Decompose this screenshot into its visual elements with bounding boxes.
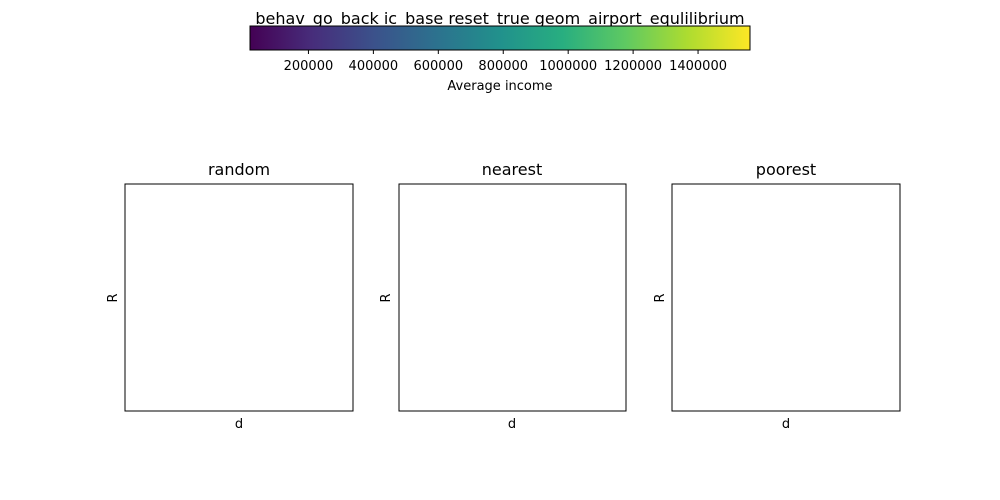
panel-title: nearest xyxy=(482,160,542,179)
colorbar-ticks: 200000 400000 600000 800000 1000000 1200000 14… xyxy=(284,50,727,74)
colorbar: 200000 400000 600000 800000 1000000 1200000 14… xyxy=(249,25,751,94)
x-axis-label: d xyxy=(235,417,243,432)
figure-title: behav_go_back ic_base reset_true geom_ai… xyxy=(255,9,744,29)
colorbar-tick-label: 200000 xyxy=(284,59,334,74)
colorbar-tick-label: 1000000 xyxy=(539,59,597,74)
y-axis-label: R xyxy=(379,293,394,302)
plot-area xyxy=(124,183,354,412)
colorbar-tick-label: 600000 xyxy=(413,59,463,74)
colorbar-tick-label: 1200000 xyxy=(604,59,662,74)
plot-area xyxy=(398,183,627,412)
panel-poorest: poorest d R xyxy=(653,160,901,432)
colorbar-label: Average income xyxy=(447,79,552,94)
colorbar-tick-label: 800000 xyxy=(478,59,528,74)
plot-area xyxy=(671,183,901,412)
y-axis-label: R xyxy=(653,293,668,302)
colorbar-tick-label: 400000 xyxy=(349,59,399,74)
colorbar-tick-label: 1400000 xyxy=(669,59,727,74)
panel-random: random d R xyxy=(106,160,354,432)
x-axis-label: d xyxy=(782,417,790,432)
panel-nearest: nearest d R xyxy=(379,160,627,432)
y-axis-label: R xyxy=(106,293,121,302)
x-axis-label: d xyxy=(508,417,516,432)
colorbar-gradient xyxy=(249,25,751,51)
panel-title: random xyxy=(208,160,270,179)
panel-title: poorest xyxy=(756,160,816,179)
